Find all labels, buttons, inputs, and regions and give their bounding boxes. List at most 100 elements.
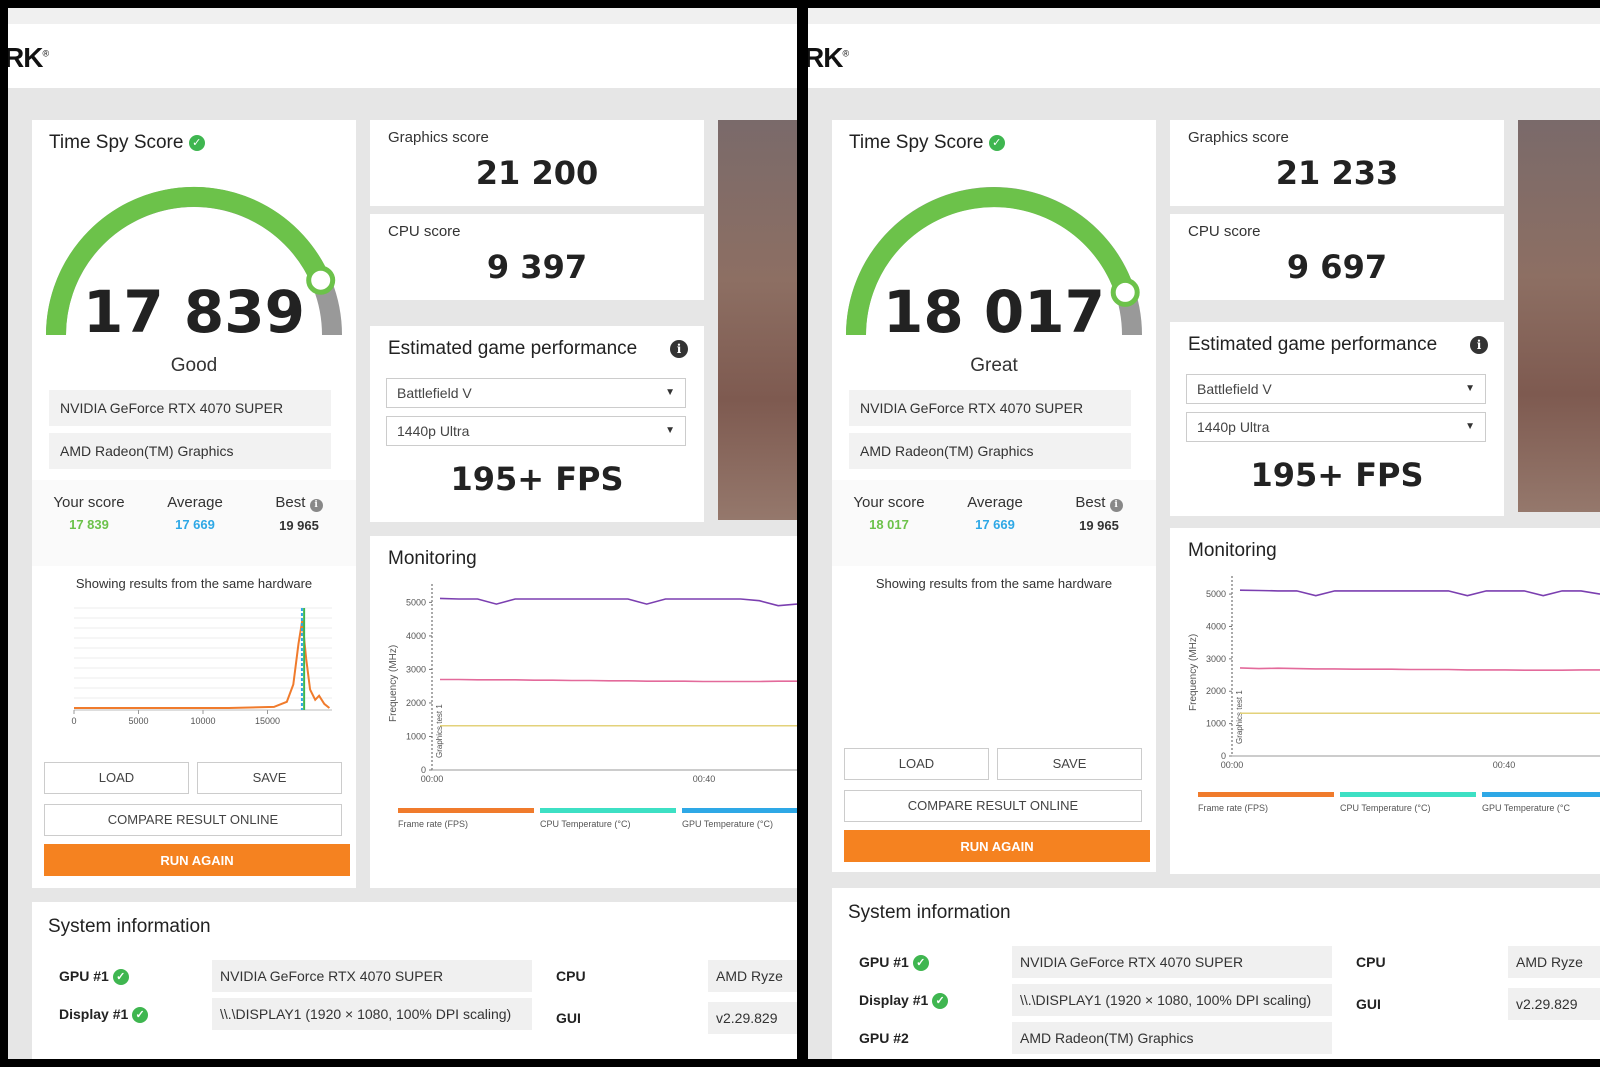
- monitoring-title: Monitoring: [388, 548, 477, 569]
- load-button[interactable]: LOAD: [44, 762, 189, 794]
- mon-y-tick-label: 0: [1221, 751, 1226, 761]
- sys-value: AMD Radeon(TM) Graphics: [1012, 1022, 1332, 1054]
- sys-value: \\.\DISPLAY1 (1920 × 1080, 100% DPI scal…: [212, 998, 532, 1030]
- legend-label: Frame rate (FPS): [398, 819, 469, 829]
- legend-swatch: [1482, 792, 1600, 797]
- legend-label: GPU Temperature (°C): [682, 819, 773, 829]
- cpu-score-value: 9 397: [486, 248, 588, 286]
- graphics-score-value: 21 200: [475, 154, 599, 192]
- mon-y-axis-label: Frequency (MHz): [1188, 634, 1199, 711]
- sys-value: NVIDIA GeForce RTX 4070 SUPER: [1012, 946, 1332, 978]
- mon-y-tick-label: 5000: [406, 597, 426, 607]
- legend-swatch: [1340, 792, 1476, 797]
- best-score: Best i 19 965: [1054, 494, 1144, 533]
- mon-y-tick-label: 0: [421, 765, 426, 775]
- info-icon[interactable]: i: [1109, 499, 1123, 512]
- app-logo: RK®: [8, 42, 49, 73]
- cpu-score-label: CPU score: [388, 223, 461, 240]
- sys-value: v2.29.829: [1508, 988, 1600, 1020]
- mon-y-tick-label: 1000: [1206, 719, 1226, 729]
- same-hardware-note: Showing results from the same hardware: [75, 576, 313, 591]
- monitoring-title: Monitoring: [1188, 540, 1277, 561]
- fps-estimate: 195+ FPS: [450, 460, 624, 498]
- total-score: 18 017: [883, 278, 1105, 346]
- score-rating: Great: [970, 355, 1018, 376]
- compare-online-button[interactable]: COMPARE RESULT ONLINE: [844, 790, 1142, 822]
- app-header: RK®: [8, 24, 797, 88]
- mon-y-tick-label: 2000: [406, 698, 426, 708]
- save-button[interactable]: SAVE: [197, 762, 342, 794]
- legend-swatch: [1198, 792, 1334, 797]
- chevron-down-icon: ▼: [1465, 383, 1475, 394]
- score-card: Time Spy Score ✓ 18 017 Great NVIDIA GeF…: [832, 120, 1156, 872]
- mon-series-gpu-clock: [440, 678, 797, 683]
- legend-item[interactable]: Frame rate (FPS): [1198, 792, 1334, 813]
- preset-select[interactable]: 1440p Ultra ▼: [1186, 412, 1486, 442]
- fps-estimate: 195+ FPS: [1250, 456, 1424, 494]
- monitoring-card: Monitoring 5000 4000 3000 2000 1000 0 Frequenc…: [1170, 528, 1600, 874]
- mon-y-tick-label: 3000: [406, 664, 426, 674]
- graphics-score-value: 21 233: [1275, 154, 1399, 192]
- mon-marker-label: Graphics test 1: [435, 704, 444, 758]
- result-panel-left: RK® Time Spy Score ✓ 17 839 Good NVIDIA …: [8, 8, 797, 1059]
- legend-item[interactable]: CPU Temperature (°C): [1340, 792, 1476, 813]
- run-again-button[interactable]: RUN AGAIN: [44, 844, 350, 876]
- mon-x-tick-label: 00:40: [693, 774, 716, 784]
- legend-item[interactable]: Frame rate (FPS): [398, 808, 534, 829]
- system-information-title: System information: [48, 916, 211, 937]
- hardware-gpu: NVIDIA GeForce RTX 4070 SUPER: [49, 390, 331, 426]
- app-logo: RK®: [808, 42, 849, 73]
- benchmark-artwork: [1518, 120, 1600, 512]
- legend-item[interactable]: GPU Temperature (°C: [1482, 792, 1600, 813]
- save-button[interactable]: SAVE: [997, 748, 1142, 780]
- run-again-button[interactable]: RUN AGAIN: [844, 830, 1150, 862]
- legend-label: CPU Temperature (°C): [540, 819, 631, 829]
- legend-item[interactable]: GPU Temperature (°C): [682, 808, 797, 829]
- score-compare-strip: Your score 17 839 Average 17 669 Best i …: [32, 480, 356, 566]
- score-title: Time Spy Score ✓: [849, 132, 1005, 154]
- average-score: Average 17 669: [967, 494, 1023, 532]
- hist-tick-label: 15000: [255, 716, 280, 726]
- info-icon[interactable]: i: [1470, 336, 1488, 354]
- compare-online-button[interactable]: COMPARE RESULT ONLINE: [44, 804, 342, 836]
- total-score: 17 839: [83, 278, 305, 346]
- hist-curve: [74, 620, 331, 709]
- legend-label: CPU Temperature (°C): [1340, 803, 1431, 813]
- monitoring-chart: 5000 4000 3000 2000 1000 0 Frequency (MHz) Grap…: [388, 584, 797, 784]
- graphics-score-label: Graphics score: [1188, 129, 1289, 146]
- score-compare-strip: Your score 18 017 Average 17 669 Best i …: [832, 480, 1156, 566]
- score-card: Time Spy Score ✓ 17 839 Good NVIDIA GeFo…: [32, 120, 356, 888]
- check-icon: ✓: [932, 993, 949, 1010]
- mon-y-tick-label: 5000: [1206, 589, 1226, 599]
- sys-value: v2.29.829: [708, 1002, 797, 1034]
- preset-select[interactable]: 1440p Ultra ▼: [386, 416, 686, 446]
- estimated-game-performance-card: Estimated game performance i Battlefield…: [1170, 322, 1504, 516]
- game-select[interactable]: Battlefield V ▼: [1186, 374, 1486, 404]
- score-rating: Good: [170, 355, 218, 376]
- score-title: Time Spy Score ✓: [49, 132, 205, 154]
- mon-y-tick-label: 4000: [1206, 621, 1226, 631]
- legend-label: Frame rate (FPS): [1198, 803, 1269, 813]
- mon-y-tick-label: 3000: [1206, 654, 1226, 664]
- check-icon: ✓: [988, 134, 1005, 151]
- sys-value: AMD Ryze: [708, 960, 797, 992]
- chevron-down-icon: ▼: [1465, 421, 1475, 432]
- your-score: Your score 17 839: [53, 494, 125, 532]
- info-icon[interactable]: i: [309, 499, 323, 512]
- app-header: RK®: [808, 24, 1600, 88]
- info-icon[interactable]: i: [670, 340, 688, 358]
- check-icon: ✓: [132, 1007, 149, 1024]
- load-button[interactable]: LOAD: [844, 748, 989, 780]
- system-information-card: System information GPU #1 ✓ NVIDIA GeForc…: [832, 888, 1600, 1059]
- hist-tick-label: 5000: [128, 716, 148, 726]
- mon-y-tick-label: 1000: [406, 731, 426, 741]
- graphics-score-card: Graphics score 21 233: [1170, 120, 1504, 206]
- monitoring-chart: 5000 4000 3000 2000 1000 0 Frequency (MHz) Grap…: [1188, 576, 1600, 770]
- game-select[interactable]: Battlefield V ▼: [386, 378, 686, 408]
- legend-item[interactable]: CPU Temperature (°C): [540, 808, 676, 829]
- top-strip: [808, 8, 1600, 24]
- hardware-gpu: NVIDIA GeForce RTX 4070 SUPER: [849, 390, 1131, 426]
- sys-label: GUI: [556, 1010, 581, 1026]
- result-panel-right: RK® Time Spy Score ✓ 18 017 Great NVIDIA…: [808, 8, 1600, 1059]
- monitoring-card: Monitoring 5000 4000 3000 2000 1000 0 Frequenc…: [370, 536, 797, 888]
